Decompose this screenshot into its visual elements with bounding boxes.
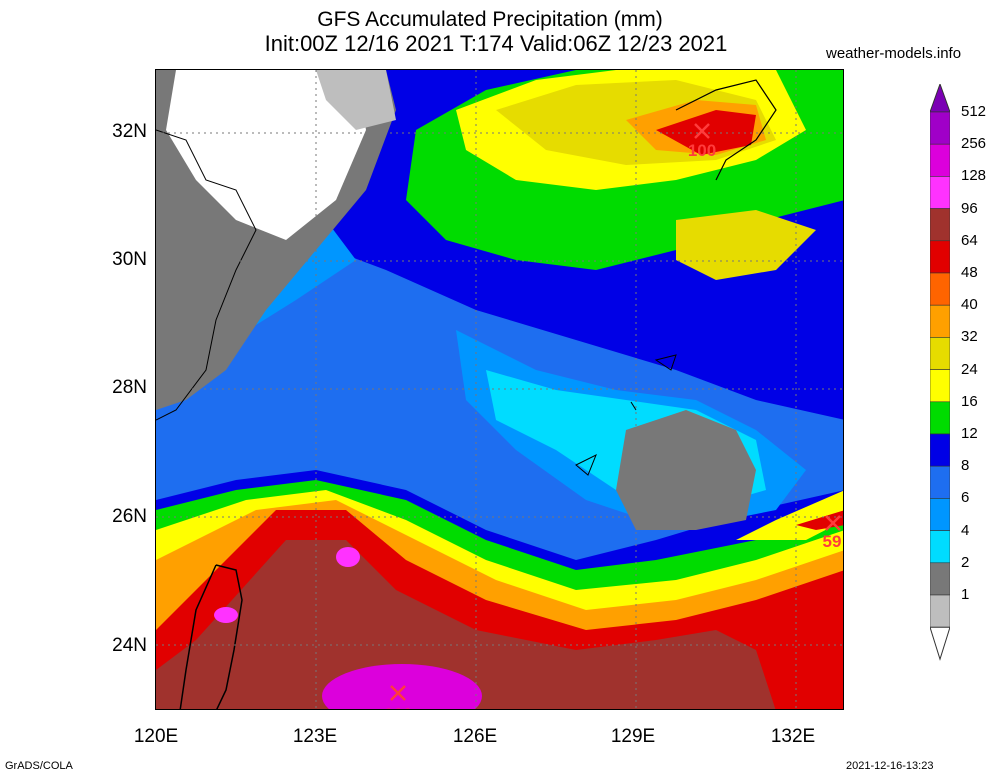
legend-label: 512: [961, 103, 987, 120]
legend-swatch: [930, 562, 950, 596]
lat-label-32n: 32N: [112, 121, 147, 142]
field-2mm-east: [616, 410, 756, 530]
field-1mm: [316, 70, 396, 130]
legend-label: 16: [961, 392, 978, 410]
legend-swatch: [930, 176, 950, 209]
island-coastlines: [575, 354, 677, 476]
legend-swatch: [930, 498, 950, 531]
legend-label: 64: [961, 231, 978, 249]
legend-swatch: [930, 369, 950, 403]
lat-label-26n: 26N: [112, 506, 147, 527]
marker-label-south: 261: [384, 705, 412, 710]
legend-label: 32: [961, 328, 978, 346]
legend-swatch: [930, 594, 950, 628]
taiwan-coastline: [179, 564, 243, 709]
field-96mm-blob-taiwan: [214, 607, 238, 623]
field-128mm: [322, 664, 482, 709]
china-coastline: [156, 129, 257, 421]
legend-label: 48: [961, 264, 978, 281]
max-marker-east: 59: [823, 515, 842, 551]
legend-swatch: [930, 337, 950, 370]
legend-swatch: [930, 208, 950, 242]
field-64mm-north: [656, 110, 756, 155]
map-canvas: 100 59 261: [156, 70, 843, 710]
legend-swatch: [930, 401, 950, 435]
legend-swatch: [930, 272, 950, 306]
field-96mm-south: [156, 540, 776, 709]
lat-label-28n: 28N: [112, 377, 147, 398]
legend-swatch: [930, 240, 950, 274]
lon-label-132e: 132E: [770, 726, 816, 747]
field-96mm-blob: [336, 547, 360, 567]
kyushu-coastline: [675, 79, 777, 181]
precipitation-map: 100 59 261: [155, 69, 844, 710]
lon-label-123e: 123E: [292, 726, 338, 747]
legend-label: 256: [961, 135, 987, 153]
lon-label-126e: 126E: [452, 726, 498, 747]
legend-swatch: [930, 304, 950, 338]
legend-swatch: [930, 530, 950, 564]
marker-label-north: 100: [688, 141, 716, 160]
legend-swatch: [930, 465, 950, 499]
footer-right: 2021-12-16-13:23: [846, 760, 934, 772]
max-marker-north: 100: [688, 123, 716, 160]
legend-label: 12: [961, 425, 978, 442]
legend-label: 6: [961, 489, 970, 507]
lon-label-129e: 129E: [610, 726, 656, 747]
marker-label-east: 59: [823, 532, 842, 551]
legend-label: 24: [961, 360, 978, 378]
legend-label: 1: [961, 586, 970, 603]
legend-label: 2: [961, 553, 970, 571]
legend-label: 96: [961, 199, 978, 217]
legend-label: 128: [961, 167, 987, 185]
max-marker-south: 261: [384, 685, 412, 710]
field-32mm-ne: [676, 210, 816, 280]
footer-left: GrADS/COLA: [5, 760, 73, 772]
legend-label: 8: [961, 457, 970, 475]
map-subtitle: Init:00Z 12/16 2021 T:174 Valid:06Z 12/2…: [264, 31, 728, 56]
lat-label-30n: 30N: [112, 249, 147, 270]
map-title: GFS Accumulated Precipitation (mm): [317, 8, 663, 31]
lat-label-24n: 24N: [112, 635, 147, 656]
legend-swatch: [930, 143, 950, 177]
legend-bottom-arrow: [930, 626, 950, 661]
legend-label: 40: [961, 296, 978, 314]
legend-label: 4: [961, 521, 970, 539]
lon-label-120e: 120E: [133, 726, 179, 747]
legend-swatch: [930, 111, 950, 145]
graticule: [156, 70, 843, 709]
legend-bar: [930, 84, 950, 661]
legend-swatch: [930, 433, 950, 467]
site-label: weather-models.info: [826, 45, 962, 62]
legend-top-arrow: [930, 84, 950, 113]
